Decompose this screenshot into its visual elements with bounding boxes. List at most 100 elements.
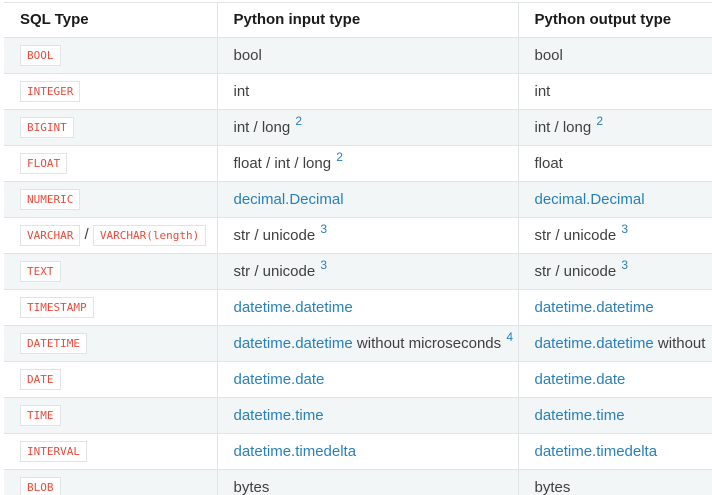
cell-sql-type: TIME (4, 397, 217, 434)
cell-text: bytes (233, 478, 270, 495)
cell-text: int / long (534, 118, 596, 136)
python-type-link[interactable]: datetime.datetime (534, 334, 654, 352)
cell-text: str / unicode (233, 262, 320, 280)
footnote-ref: 2 (336, 150, 343, 164)
python-type-link[interactable]: datetime.date (233, 370, 325, 388)
column-header-python-input-type: Python input type (216, 2, 518, 38)
footnote-ref: 4 (506, 330, 513, 344)
cell-python-input-type: datetime.timedelta (216, 433, 518, 470)
cell-text: int / long (233, 118, 295, 136)
sql-type-code-literal: TIME (20, 405, 61, 426)
cell-python-output-type: str / unicode 3 (517, 217, 712, 254)
footnote-ref: 2 (596, 114, 603, 128)
python-type-link[interactable]: datetime.time (233, 406, 324, 424)
cell-python-output-type: decimal.Decimal (517, 181, 712, 218)
table-row-text: TEXT str / unicode 3 str / unicode 3 (4, 253, 712, 290)
python-type-link[interactable]: datetime.datetime (233, 334, 353, 352)
sql-type-code-literal: BOOL (20, 45, 61, 66)
table-row-float: FLOAT float / int / long 2 float (4, 145, 712, 182)
cell-text: str / unicode (534, 226, 621, 244)
cell-text: bool (233, 46, 262, 64)
table-row-numeric: NUMERIC decimal.Decimal decimal.Decimal (4, 181, 712, 218)
cell-text: bytes (534, 478, 571, 495)
python-type-link[interactable]: datetime.datetime (534, 298, 654, 316)
cell-python-output-type: datetime.time (517, 397, 712, 434)
cell-sql-type: INTERVAL (4, 433, 217, 470)
cell-text: int (233, 82, 250, 100)
python-type-link[interactable]: datetime.time (534, 406, 625, 424)
cell-python-output-type: int / long 2 (517, 109, 712, 146)
sql-type-code-literal: TEXT (20, 261, 61, 282)
column-header-python-output-type: Python output type (517, 2, 712, 38)
python-type-link[interactable]: datetime.date (534, 370, 626, 388)
table-row-varchar: VARCHAR / VARCHAR(length) str / unicode 3… (4, 217, 712, 254)
cell-python-input-type: decimal.Decimal (216, 181, 518, 218)
cell-python-input-type: datetime.date (216, 361, 518, 398)
sql-type-code-literal: BLOB (20, 477, 61, 495)
footnote-link[interactable]: 3 (621, 221, 629, 236)
cell-sql-type: VARCHAR / VARCHAR(length) (4, 217, 217, 254)
cell-text: str / unicode (534, 262, 621, 280)
column-header-sql-type: SQL Type (4, 2, 217, 38)
sql-type-code-literal: NUMERIC (20, 189, 81, 210)
table-body: BOOL bool bool INTEGER int int BIGINT int / lon… (4, 37, 712, 495)
python-type-link[interactable]: datetime.datetime (233, 298, 353, 316)
footnote-ref: 3 (621, 258, 628, 272)
footnote-ref: 3 (320, 258, 327, 272)
cell-python-input-type: bytes (216, 469, 518, 495)
sql-type-code-literal: FLOAT (20, 153, 68, 174)
footnote-ref: 2 (295, 114, 302, 128)
sql-python-type-mapping-table: SQL Type Python input type Python output… (4, 2, 712, 495)
python-type-link[interactable]: datetime.timedelta (534, 442, 658, 460)
table-row-interval: INTERVAL datetime.timedelta datetime.timed… (4, 433, 712, 470)
cell-text: float (534, 154, 563, 172)
cell-text: without (653, 334, 706, 352)
cell-python-input-type: float / int / long 2 (216, 145, 518, 182)
table-row-bool: BOOL bool bool (4, 37, 712, 74)
footnote-ref: 3 (320, 222, 327, 236)
cell-sql-type: TEXT (4, 253, 217, 290)
footnote-ref: 3 (621, 222, 628, 236)
cell-text: str / unicode (233, 226, 320, 244)
cell-python-output-type: datetime.timedelta (517, 433, 712, 470)
cell-python-output-type: datetime.datetime without (517, 325, 712, 362)
cell-python-output-type: datetime.date (517, 361, 712, 398)
sql-type-code-literal: DATETIME (20, 333, 87, 354)
cell-python-input-type: str / unicode 3 (216, 253, 518, 290)
footnote-link[interactable]: 3 (320, 257, 328, 272)
cell-python-output-type: float (517, 145, 712, 182)
python-type-link[interactable]: decimal.Decimal (534, 190, 645, 208)
cell-python-output-type: int (517, 73, 712, 110)
cell-python-output-type: bool (517, 37, 712, 74)
sql-type-code-literal: TIMESTAMP (20, 297, 94, 318)
sql-type-code-literal: VARCHAR(length) (92, 225, 207, 246)
cell-python-input-type: datetime.datetime without microseconds 4 (216, 325, 518, 362)
cell-python-input-type: int / long 2 (216, 109, 518, 146)
cell-sql-type: NUMERIC (4, 181, 217, 218)
sql-type-code-literal: INTEGER (20, 81, 81, 102)
table-row-blob: BLOB bytes bytes (4, 469, 712, 495)
footnote-link[interactable]: 4 (506, 329, 513, 344)
cell-sql-type: DATE (4, 361, 217, 398)
sql-type-code-literal: INTERVAL (20, 441, 87, 462)
cell-text: / (80, 226, 93, 243)
footnote-link[interactable]: 2 (596, 113, 604, 128)
footnote-link[interactable]: 3 (320, 221, 328, 236)
cell-text: bool (534, 46, 563, 64)
footnote-link[interactable]: 3 (621, 257, 629, 272)
cell-python-input-type: datetime.datetime (216, 289, 518, 326)
table-row-timestamp: TIMESTAMP datetime.datetime datetime.datet… (4, 289, 712, 326)
sql-type-code-literal: BIGINT (20, 117, 74, 138)
cell-text: without microseconds (352, 334, 506, 352)
cell-python-input-type: int (216, 73, 518, 110)
table-row-time: TIME datetime.time datetime.time (4, 397, 712, 434)
cell-text: int (534, 82, 551, 100)
footnote-link[interactable]: 2 (336, 149, 343, 164)
python-type-link[interactable]: decimal.Decimal (233, 190, 344, 208)
cell-sql-type: BLOB (4, 469, 217, 495)
sql-type-code-literal: DATE (20, 369, 61, 390)
footnote-link[interactable]: 2 (295, 113, 303, 128)
python-type-link[interactable]: datetime.timedelta (233, 442, 357, 460)
cell-text: float / int / long (233, 154, 336, 172)
cell-sql-type: DATETIME (4, 325, 217, 362)
